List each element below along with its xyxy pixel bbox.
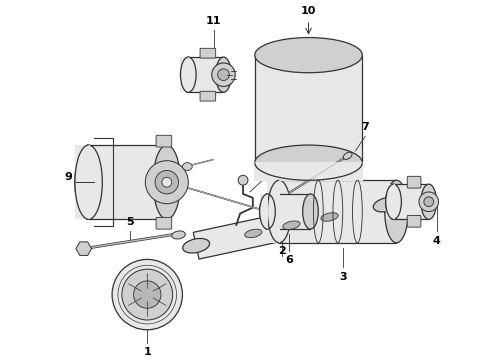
Bar (279, 180, 396, 243)
Bar (89, 145, 167, 219)
Circle shape (112, 260, 182, 330)
Bar (268, 180, 280, 243)
Ellipse shape (182, 163, 192, 171)
Bar (188, 57, 223, 92)
Bar (255, 55, 362, 163)
Circle shape (134, 281, 161, 308)
Ellipse shape (180, 57, 196, 92)
Text: 2: 2 (278, 247, 286, 256)
Ellipse shape (75, 145, 102, 219)
FancyBboxPatch shape (156, 217, 171, 229)
Bar (193, 191, 390, 259)
Text: 11: 11 (206, 16, 221, 26)
Text: 10: 10 (301, 6, 316, 16)
FancyBboxPatch shape (407, 215, 421, 227)
Ellipse shape (172, 231, 185, 239)
Circle shape (162, 177, 172, 187)
Ellipse shape (260, 194, 275, 229)
Ellipse shape (283, 221, 300, 229)
Text: 5: 5 (126, 217, 133, 227)
Text: 1: 1 (144, 347, 151, 357)
Ellipse shape (255, 145, 362, 180)
Text: 4: 4 (433, 236, 441, 246)
Text: 6: 6 (285, 255, 293, 265)
Ellipse shape (153, 145, 180, 219)
Ellipse shape (303, 194, 318, 229)
Circle shape (122, 269, 172, 320)
Circle shape (238, 175, 248, 185)
FancyBboxPatch shape (407, 176, 421, 188)
Bar (180, 57, 189, 92)
FancyBboxPatch shape (156, 135, 171, 147)
Ellipse shape (216, 57, 231, 92)
Circle shape (424, 197, 434, 207)
Ellipse shape (268, 180, 291, 243)
Text: 8: 8 (264, 165, 271, 174)
FancyBboxPatch shape (200, 91, 216, 101)
Ellipse shape (343, 152, 352, 159)
Bar (386, 184, 394, 219)
Circle shape (218, 69, 229, 81)
Ellipse shape (183, 238, 210, 253)
Ellipse shape (321, 213, 338, 221)
Text: 9: 9 (64, 172, 72, 182)
Text: 7: 7 (361, 122, 369, 132)
Ellipse shape (421, 184, 437, 219)
Bar (75, 145, 90, 219)
Text: 3: 3 (339, 272, 346, 282)
Bar (268, 194, 311, 229)
Circle shape (146, 161, 188, 204)
Ellipse shape (373, 197, 400, 212)
Ellipse shape (245, 229, 262, 238)
Bar (260, 194, 269, 229)
Ellipse shape (386, 184, 401, 219)
Ellipse shape (385, 180, 408, 243)
Circle shape (419, 192, 439, 212)
Circle shape (212, 63, 235, 86)
Circle shape (155, 171, 178, 194)
Ellipse shape (255, 37, 362, 73)
Bar (393, 184, 429, 219)
FancyBboxPatch shape (200, 48, 216, 58)
Bar (254, 162, 363, 181)
